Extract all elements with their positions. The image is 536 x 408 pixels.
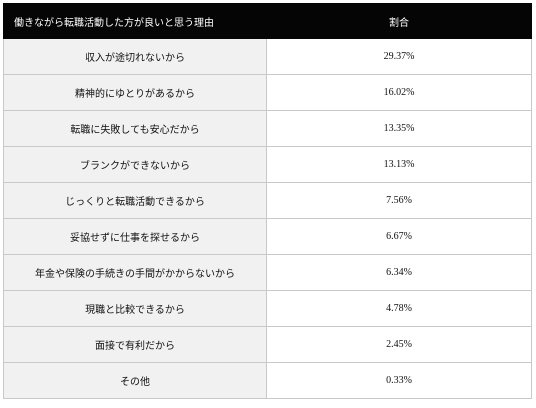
percentage-cell: 7.56% (266, 182, 532, 219)
reason-cell: 収入が途切れないから (3, 38, 267, 75)
percentage-cell: 13.13% (266, 146, 532, 183)
header-percentage: 割合 (266, 3, 532, 39)
reason-cell: ブランクができないから (3, 146, 267, 183)
table-row: 妥協せずに仕事を探せるから 6.67% (3, 218, 532, 255)
table-row: 現職と比較できるから 4.78% (3, 290, 532, 327)
header-reason: 働きながら転職活動した方が良いと思う理由 (3, 3, 267, 39)
table-row: ブランクができないから 13.13% (3, 146, 532, 183)
reason-cell: じっくりと転職活動できるから (3, 182, 267, 219)
table-row: 精神的にゆとりがあるから 16.02% (3, 74, 532, 111)
reason-cell: 精神的にゆとりがあるから (3, 74, 267, 111)
percentage-cell: 6.34% (266, 254, 532, 291)
reason-cell: 面接で有利だから (3, 326, 267, 363)
reason-cell: 年金や保険の手続きの手間がかからないから (3, 254, 267, 291)
reason-cell: その他 (3, 362, 267, 399)
table-row: 収入が途切れないから 29.37% (3, 38, 532, 75)
reasons-table-container: 働きながら転職活動した方が良いと思う理由 割合 収入が途切れないから 29.37… (3, 3, 532, 399)
reason-cell: 現職と比較できるから (3, 290, 267, 327)
reasons-table: 働きながら転職活動した方が良いと思う理由 割合 収入が途切れないから 29.37… (3, 3, 532, 399)
percentage-cell: 6.67% (266, 218, 532, 255)
reason-cell: 転職に失敗しても安心だから (3, 110, 267, 147)
percentage-cell: 2.45% (266, 326, 532, 363)
percentage-cell: 0.33% (266, 362, 532, 399)
table-row: その他 0.33% (3, 362, 532, 399)
table-row: じっくりと転職活動できるから 7.56% (3, 182, 532, 219)
reason-cell: 妥協せずに仕事を探せるから (3, 218, 267, 255)
percentage-cell: 4.78% (266, 290, 532, 327)
table-row: 年金や保険の手続きの手間がかからないから 6.34% (3, 254, 532, 291)
table-row: 転職に失敗しても安心だから 13.35% (3, 110, 532, 147)
table-header-row: 働きながら転職活動した方が良いと思う理由 割合 (3, 3, 532, 39)
percentage-cell: 16.02% (266, 74, 532, 111)
percentage-cell: 13.35% (266, 110, 532, 147)
table-row: 面接で有利だから 2.45% (3, 326, 532, 363)
percentage-cell: 29.37% (266, 38, 532, 75)
